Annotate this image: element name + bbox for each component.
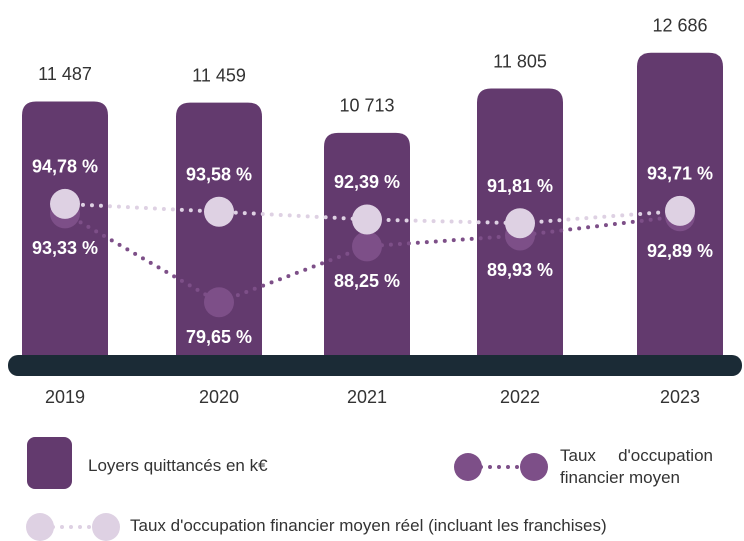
bar-value-label: 11 487 bbox=[38, 64, 92, 84]
line-marker bbox=[204, 287, 234, 318]
legend-label: Taux d'occupation financier moyen réel (… bbox=[130, 516, 607, 535]
x-tick-label: 2019 bbox=[45, 387, 85, 407]
bar-value-label: 11 805 bbox=[493, 51, 547, 71]
line-marker bbox=[505, 208, 535, 239]
line-marker bbox=[665, 195, 695, 226]
bar-value-label: 10 713 bbox=[339, 96, 394, 116]
line-marker bbox=[50, 188, 80, 219]
legend-marker bbox=[454, 453, 482, 481]
line-value-label: 88,25 % bbox=[334, 271, 400, 291]
line-value-label: 89,93 % bbox=[487, 260, 553, 280]
x-tick-label: 2020 bbox=[199, 387, 239, 407]
legend-marker bbox=[92, 513, 120, 541]
line-marker bbox=[352, 204, 382, 235]
bar-value-label: 11 459 bbox=[192, 65, 246, 85]
legend-label: Loyers quittancés en k€ bbox=[88, 456, 268, 475]
line-value-label: 91,81 % bbox=[487, 176, 553, 196]
line bbox=[63, 211, 682, 305]
line-value-label: 94,78 % bbox=[32, 157, 98, 177]
line-value-label: 93,71 % bbox=[647, 164, 713, 184]
baseline-band bbox=[8, 355, 742, 376]
bar bbox=[176, 102, 262, 366]
line-value-label: 92,39 % bbox=[334, 172, 400, 192]
x-tick-label: 2023 bbox=[660, 387, 700, 407]
line-value-label: 79,65 % bbox=[186, 327, 252, 347]
line-marker bbox=[204, 196, 234, 227]
line-value-label: 92,89 % bbox=[647, 241, 713, 261]
legend-marker bbox=[26, 513, 54, 541]
line-marker bbox=[352, 231, 382, 262]
line-value-label: 93,33 % bbox=[32, 238, 98, 258]
legend-marker bbox=[520, 453, 548, 481]
bar bbox=[22, 101, 108, 365]
line-value-label: 93,58 % bbox=[186, 164, 252, 184]
legend-swatch bbox=[27, 437, 72, 489]
x-tick-label: 2021 bbox=[347, 387, 387, 407]
legend-label: Taux d'occupation financier moyen bbox=[560, 446, 713, 487]
bar-value-label: 12 686 bbox=[652, 16, 707, 36]
x-tick-label: 2022 bbox=[500, 387, 540, 407]
